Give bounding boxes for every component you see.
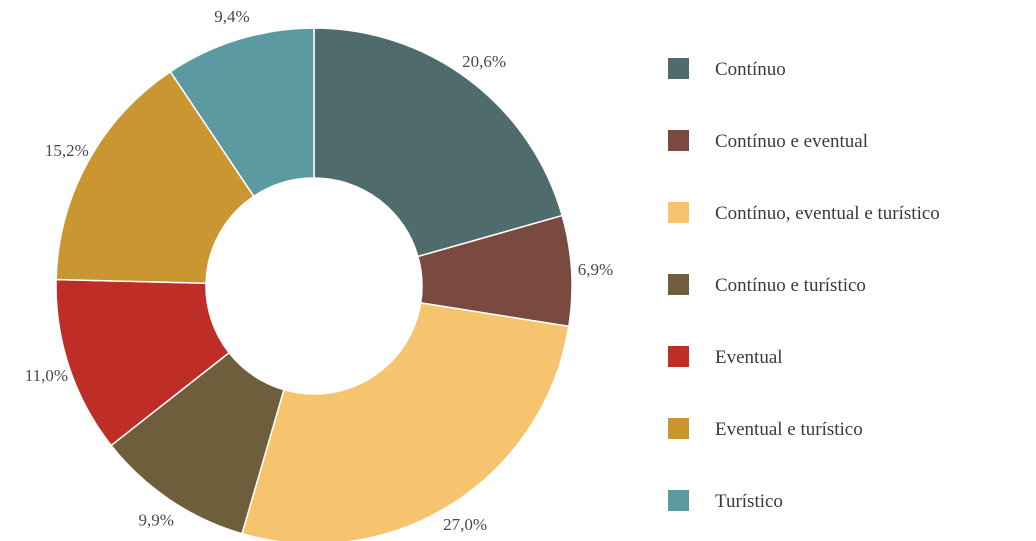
legend-label-1: Contínuo (715, 59, 786, 80)
legend-swatch-4 (668, 274, 689, 295)
slice-6 (55, 70, 255, 285)
legend: Contínuo Contínuo e eventual Contínuo, eve… (668, 58, 940, 512)
legend-label-6: Eventual e turístico (715, 419, 863, 440)
slice-1 (313, 27, 564, 258)
slice-label-1: 20,6% (462, 52, 506, 71)
legend-swatch-2 (668, 130, 689, 151)
donut-slices (55, 27, 573, 541)
slice-label-7: 9,4% (214, 7, 249, 26)
legend-swatch-1 (668, 58, 689, 79)
slice-label-4: 9,9% (139, 511, 174, 530)
slice-labels: 20,6% 6,9% 27,0% 9,9% 11,0% 15,2% 9,4% (25, 7, 613, 534)
legend-label-2: Contínuo e eventual (715, 131, 868, 152)
slice-5 (55, 278, 231, 447)
legend-swatch-6 (668, 418, 689, 439)
legend-swatch-7 (668, 490, 689, 511)
legend-swatch-5 (668, 346, 689, 367)
legend-label-7: Turístico (715, 491, 783, 512)
slice-label-6: 15,2% (45, 141, 89, 160)
slice-label-2: 6,9% (578, 260, 613, 279)
legend-swatch-3 (668, 202, 689, 223)
legend-label-3: Contínuo, eventual e turístico (715, 203, 940, 224)
slice-label-3: 27,0% (443, 515, 487, 534)
legend-label-4: Contínuo e turístico (715, 275, 866, 296)
legend-label-5: Eventual (715, 347, 783, 368)
slice-label-5: 11,0% (25, 366, 68, 385)
slice-7 (169, 27, 315, 198)
slice-3 (241, 302, 570, 541)
